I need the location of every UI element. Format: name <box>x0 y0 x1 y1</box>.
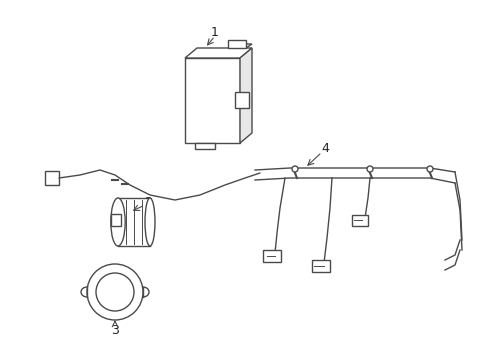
Circle shape <box>96 273 134 311</box>
Circle shape <box>87 264 142 320</box>
Bar <box>263 250 281 262</box>
Bar <box>45 171 59 185</box>
Text: 3: 3 <box>111 324 119 337</box>
Bar <box>195 143 215 149</box>
Text: 2: 2 <box>144 195 152 208</box>
Text: 4: 4 <box>321 141 328 154</box>
Bar <box>184 58 240 143</box>
Bar <box>227 40 245 48</box>
Ellipse shape <box>111 198 125 246</box>
Circle shape <box>366 166 372 172</box>
Circle shape <box>426 166 432 172</box>
Ellipse shape <box>145 198 155 246</box>
Bar <box>351 215 367 226</box>
Bar <box>235 92 248 108</box>
Polygon shape <box>184 48 251 58</box>
Polygon shape <box>240 48 251 143</box>
Bar <box>118 198 150 246</box>
Polygon shape <box>227 44 251 48</box>
Circle shape <box>291 166 297 172</box>
Text: 1: 1 <box>211 27 219 40</box>
Bar <box>311 260 329 272</box>
Bar <box>111 214 121 226</box>
